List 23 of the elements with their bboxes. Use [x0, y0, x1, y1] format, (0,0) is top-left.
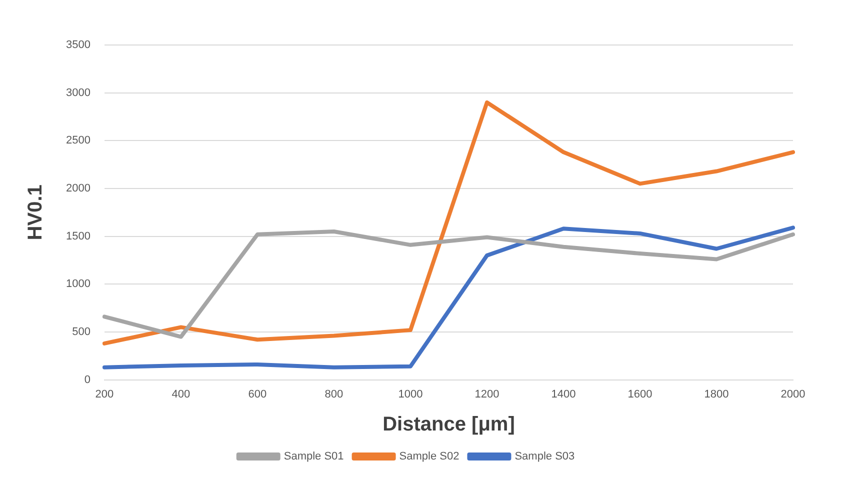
- y-tick-label: 1000: [66, 278, 90, 290]
- y-tick-label: 3500: [66, 39, 90, 52]
- y-axis-title: HV0.1: [24, 184, 47, 240]
- x-tick-label: 1800: [704, 388, 729, 400]
- x-tick-label: 800: [324, 388, 344, 400]
- y-tick-label: 0: [84, 374, 90, 386]
- legend-label: Sample S01: [284, 450, 344, 463]
- x-tick-label: 200: [95, 388, 114, 400]
- x-tick-label: 600: [248, 388, 267, 400]
- y-tick-label: 3000: [66, 86, 90, 99]
- x-tick-label: 1400: [551, 388, 576, 400]
- x-tick-label: 400: [172, 388, 190, 400]
- x-axis-title: Distance [μm]: [382, 414, 515, 436]
- legend-label: Sample S02: [399, 450, 460, 463]
- x-tick-label: 2000: [780, 388, 806, 400]
- y-tick-label: 500: [72, 326, 90, 338]
- y-tick-label: 2000: [66, 182, 90, 195]
- legend-label: Sample S03: [514, 450, 575, 463]
- y-tick-label: 1500: [66, 230, 90, 242]
- y-tick-label: 2500: [66, 134, 90, 147]
- x-tick-label: 1200: [474, 388, 500, 400]
- x-tick-label: 1600: [628, 388, 652, 400]
- x-tick-label: 1000: [398, 388, 423, 400]
